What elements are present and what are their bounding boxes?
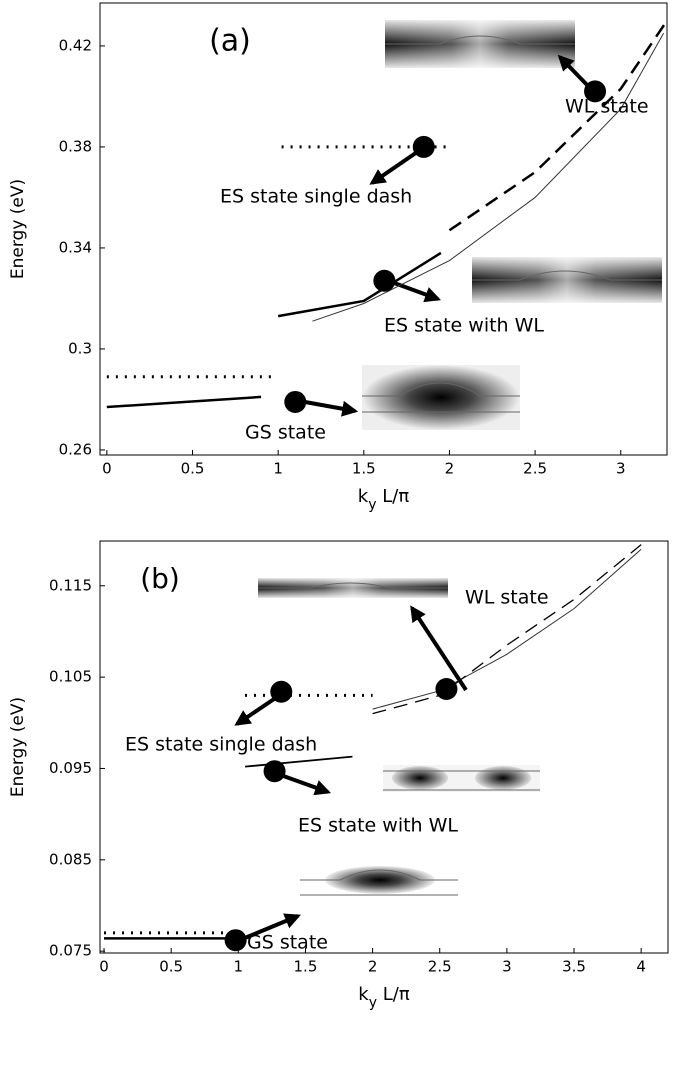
series-line — [312, 33, 665, 322]
x-axis-label-part: k — [358, 984, 369, 1005]
series-line — [372, 548, 642, 710]
state-marker — [435, 677, 458, 700]
x-tick-label: 0 — [102, 460, 112, 478]
x-tick-label: 3 — [616, 460, 626, 478]
y-tick-label: 0.26 — [59, 440, 92, 458]
y-tick-label: 0.38 — [59, 137, 92, 155]
series-line — [372, 544, 642, 715]
x-axis-label-part: y — [369, 995, 377, 1011]
state-marker — [263, 760, 286, 783]
series-line — [448, 19, 669, 232]
state-marker — [373, 269, 396, 292]
annotation: ES state single dash — [125, 734, 317, 756]
x-axis-label-part: L/π — [377, 486, 410, 507]
x-tick-label: 1 — [234, 958, 244, 976]
annotation: ES state with WL — [384, 315, 544, 337]
x-tick-label: 0.5 — [159, 958, 183, 976]
x-tick-label: 0 — [99, 958, 109, 976]
y-tick-label: 0.115 — [49, 576, 92, 594]
x-axis-label: ky L/π — [358, 486, 410, 513]
plot-frame — [99, 2, 668, 456]
state-marker — [584, 80, 607, 103]
x-axis-label-part: L/π — [377, 984, 410, 1005]
x-tick-label: 0.5 — [181, 460, 205, 478]
y-axis-label: Energy (eV) — [8, 179, 28, 279]
y-axis-label: Energy (eV) — [8, 697, 28, 797]
annotation: ES state single dash — [220, 186, 412, 208]
annotation: GS state — [247, 932, 328, 954]
x-axis-label: ky L/π — [358, 984, 410, 1011]
y-tick-label: 0.34 — [59, 238, 92, 256]
series-line — [244, 755, 353, 768]
x-tick-label: 1.5 — [352, 460, 376, 478]
x-axis-label-part: y — [368, 497, 376, 513]
state-marker — [284, 390, 307, 413]
annotation: WL state — [565, 96, 649, 118]
annotation: ES state with WL — [298, 815, 458, 837]
x-tick-label: 3.5 — [562, 958, 586, 976]
annotation: GS state — [245, 422, 326, 444]
x-tick-label: 2 — [368, 958, 378, 976]
x-tick-label: 1 — [273, 460, 283, 478]
state-marker — [412, 135, 435, 158]
y-tick-label: 0.095 — [49, 759, 92, 777]
annotation: WL state — [465, 587, 549, 609]
y-tick-label: 0.42 — [59, 36, 92, 54]
y-tick-label: 0.075 — [49, 942, 92, 960]
series-line — [106, 395, 262, 409]
y-tick-label: 0.3 — [68, 339, 92, 357]
x-tick-label: 2.5 — [523, 460, 547, 478]
x-tick-label: 2.5 — [428, 958, 452, 976]
state-marker — [270, 680, 293, 703]
y-tick-label: 0.085 — [49, 850, 92, 868]
state-marker — [224, 929, 247, 952]
panel-label: (a) — [209, 24, 251, 59]
x-tick-label: 3 — [502, 958, 512, 976]
panel-label: (b) — [140, 562, 180, 595]
y-tick-label: 0.105 — [49, 668, 92, 686]
plot-frame — [99, 540, 669, 954]
x-axis-label-part: k — [358, 486, 369, 507]
series-line — [277, 251, 442, 318]
insets — [258, 20, 662, 896]
x-tick-label: 4 — [636, 958, 646, 976]
x-tick-label: 1.5 — [294, 958, 318, 976]
x-tick-label: 2 — [445, 460, 455, 478]
